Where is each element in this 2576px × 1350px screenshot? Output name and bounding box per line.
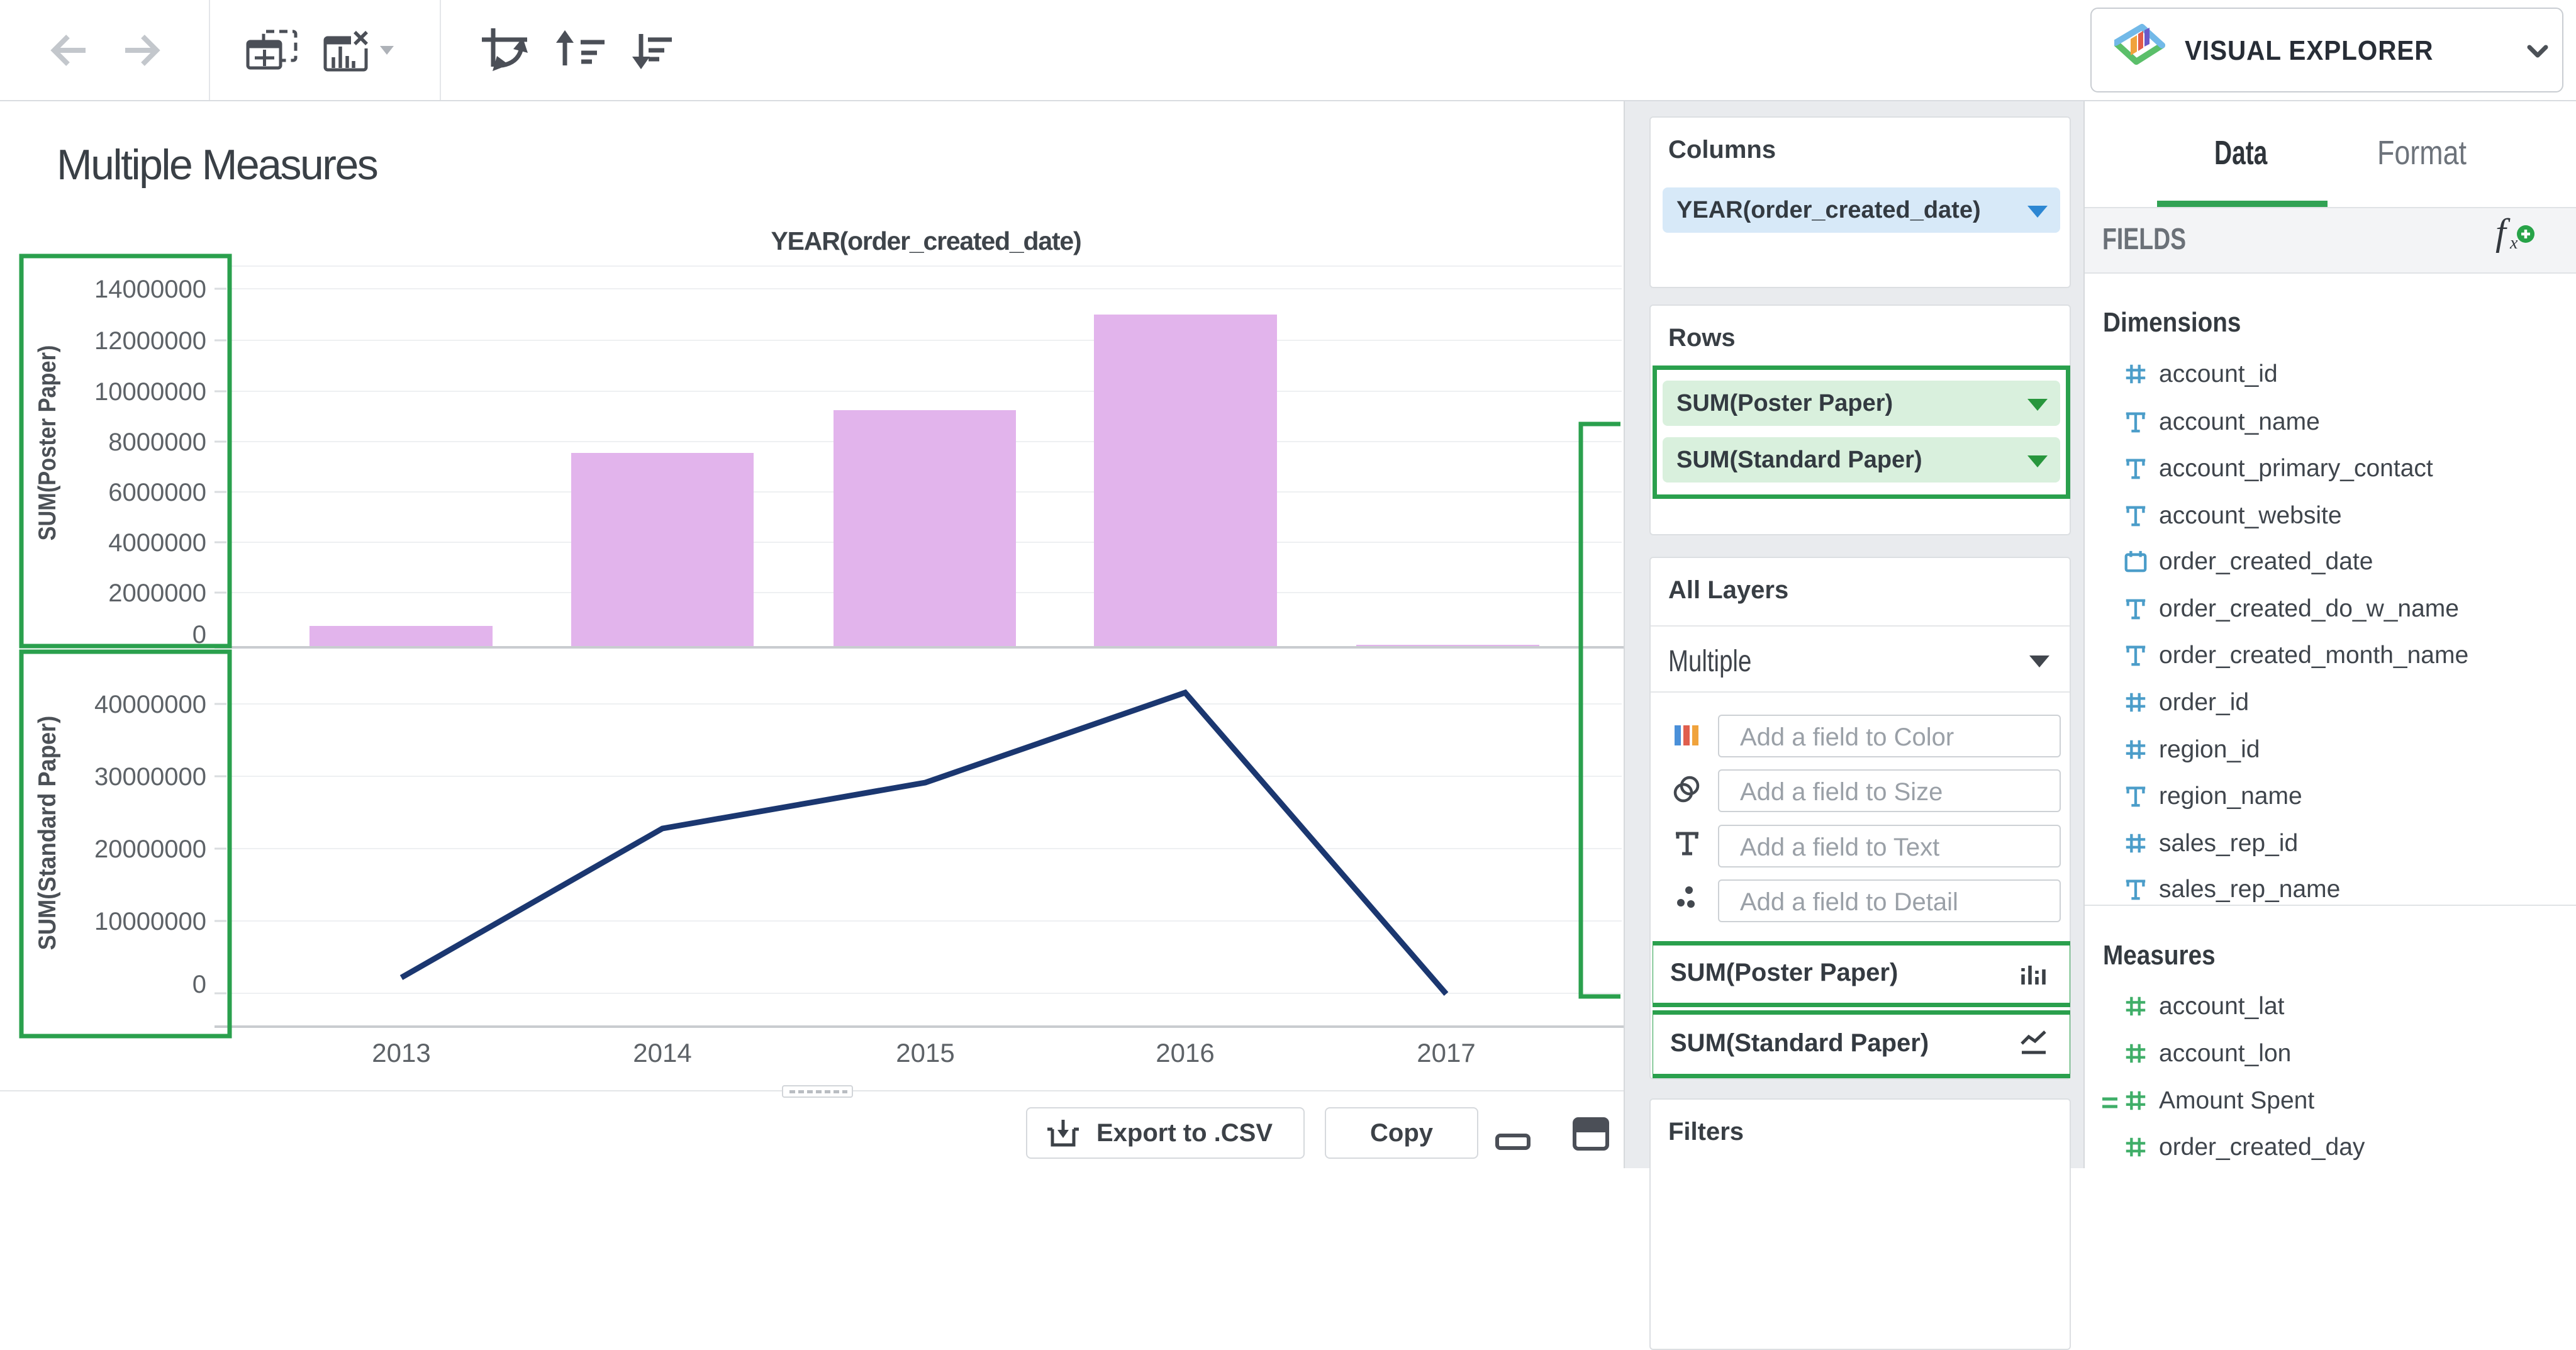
svg-text:40000000: 40000000 (94, 691, 206, 718)
svg-text:20000000: 20000000 (94, 835, 206, 863)
svg-text:0: 0 (192, 971, 206, 998)
svg-text:6000000: 6000000 (108, 479, 206, 506)
svg-text:SUM(Poster Paper): SUM(Poster Paper) (33, 345, 61, 541)
svg-text:2016: 2016 (1156, 1038, 1214, 1068)
svg-text:2015: 2015 (896, 1038, 954, 1068)
svg-text:8000000: 8000000 (108, 428, 206, 456)
svg-text:30000000: 30000000 (94, 763, 206, 791)
svg-text:YEAR(order_created_date): YEAR(order_created_date) (771, 226, 1081, 255)
svg-text:10000000: 10000000 (94, 378, 206, 406)
svg-text:14000000: 14000000 (94, 276, 206, 303)
svg-text:SUM(Standard Paper): SUM(Standard Paper) (33, 716, 60, 951)
svg-text:2014: 2014 (633, 1038, 691, 1068)
svg-text:2000000: 2000000 (108, 579, 206, 607)
svg-text:10000000: 10000000 (94, 908, 206, 935)
svg-text:0: 0 (192, 621, 206, 649)
svg-text:2017: 2017 (1417, 1038, 1475, 1068)
svg-text:12000000: 12000000 (94, 327, 206, 355)
svg-text:2013: 2013 (372, 1038, 430, 1068)
svg-text:4000000: 4000000 (108, 529, 206, 557)
